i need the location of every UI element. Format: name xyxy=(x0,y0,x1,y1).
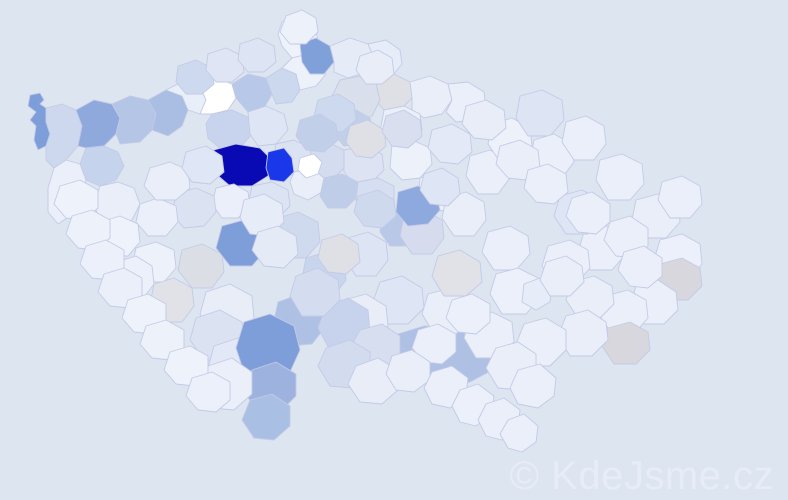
district-region[interactable] xyxy=(539,255,585,297)
district-region[interactable] xyxy=(79,145,125,187)
district-region[interactable] xyxy=(345,119,387,159)
district-region[interactable] xyxy=(445,293,491,335)
district-region[interactable] xyxy=(409,75,453,119)
district-region[interactable] xyxy=(427,123,473,165)
district-region[interactable] xyxy=(411,323,457,365)
district-region[interactable] xyxy=(241,393,291,441)
district-region[interactable] xyxy=(381,109,423,149)
district-region[interactable] xyxy=(617,245,663,289)
district-region[interactable] xyxy=(441,191,487,237)
district-region[interactable] xyxy=(135,197,179,237)
district-region[interactable] xyxy=(419,167,461,207)
district-region[interactable] xyxy=(319,173,359,209)
district-region[interactable] xyxy=(431,249,483,297)
district-region[interactable] xyxy=(181,145,225,185)
district-region[interactable] xyxy=(75,99,121,149)
district-region[interactable] xyxy=(499,413,539,453)
district-region[interactable] xyxy=(347,357,399,405)
district-region[interactable] xyxy=(45,103,83,169)
district-region[interactable] xyxy=(177,243,225,289)
district-region[interactable] xyxy=(237,37,277,73)
district-region[interactable] xyxy=(385,349,431,393)
district-region[interactable] xyxy=(515,89,565,137)
district-region[interactable] xyxy=(509,363,557,409)
district-region[interactable] xyxy=(595,153,645,201)
district-region[interactable] xyxy=(317,233,361,275)
district-region[interactable] xyxy=(279,9,319,45)
district-region[interactable] xyxy=(111,95,157,145)
district-region[interactable] xyxy=(353,189,397,229)
district-region[interactable] xyxy=(205,109,253,151)
district-region[interactable] xyxy=(185,371,231,413)
district-region[interactable] xyxy=(251,225,299,269)
district-group xyxy=(27,9,703,453)
district-region[interactable] xyxy=(561,115,607,161)
district-region[interactable] xyxy=(231,73,273,113)
district-region[interactable] xyxy=(299,37,335,75)
district-region[interactable] xyxy=(523,163,569,205)
district-region[interactable] xyxy=(175,59,215,95)
district-region[interactable] xyxy=(265,147,295,183)
district-region[interactable] xyxy=(481,225,531,271)
district-region[interactable] xyxy=(205,47,245,83)
district-region[interactable] xyxy=(355,49,395,85)
district-region[interactable] xyxy=(247,105,289,147)
district-region[interactable] xyxy=(601,321,651,365)
district-region[interactable] xyxy=(565,191,611,235)
district-region[interactable] xyxy=(657,175,703,219)
district-region[interactable] xyxy=(461,99,507,141)
district-region[interactable] xyxy=(143,161,191,201)
district-region[interactable] xyxy=(289,267,341,317)
district-region[interactable] xyxy=(297,153,323,179)
watermark-label: © KdeJsme.cz xyxy=(509,454,774,498)
district-region[interactable] xyxy=(295,113,339,153)
